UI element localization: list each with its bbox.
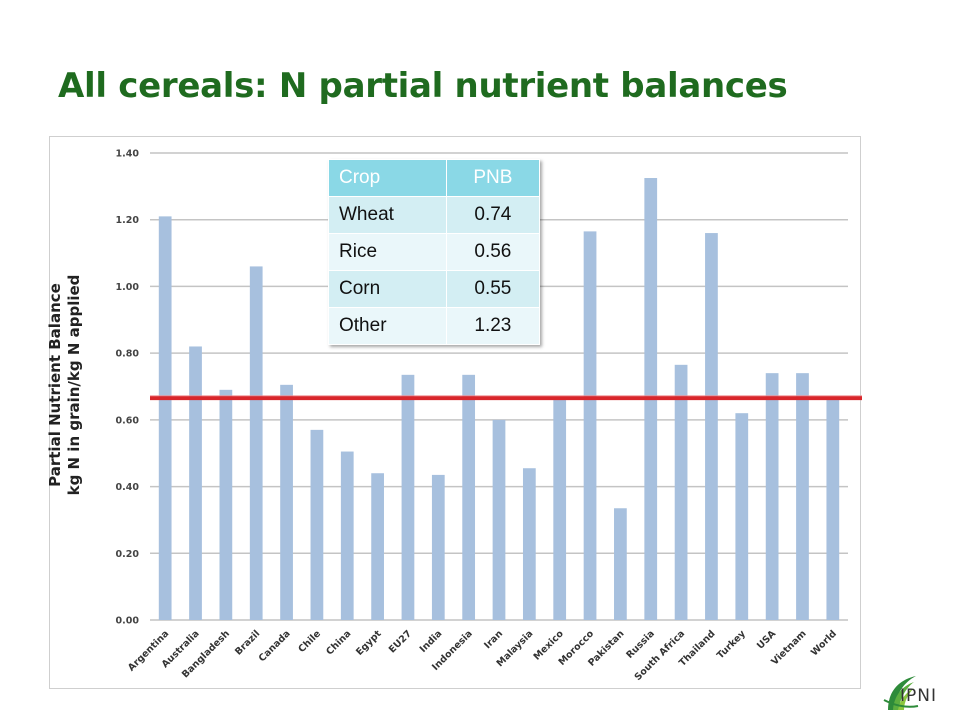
bar xyxy=(735,413,749,620)
y-tick-label: 0.00 xyxy=(116,616,140,627)
logo-text: IPNI xyxy=(900,686,937,706)
x-tick-label: USA xyxy=(755,628,779,652)
pnb-cell: 0.55 xyxy=(445,270,541,308)
header-crop: Crop xyxy=(328,159,447,197)
y-tick-label: 0.40 xyxy=(116,482,140,493)
crop-cell: Corn xyxy=(328,270,447,308)
y-tick-label: 0.20 xyxy=(116,549,140,560)
slide-title: All cereals: N partial nutrient balances xyxy=(58,66,788,106)
bar xyxy=(219,389,233,620)
bar xyxy=(796,373,809,620)
x-tick-label: Canada xyxy=(257,628,293,664)
pnb-cell: 0.74 xyxy=(445,196,541,234)
y-axis-label: Partial Nutrient Balance kg N in grain/k… xyxy=(46,225,84,545)
bars xyxy=(158,178,840,621)
table-row: Wheat 0.74 xyxy=(328,196,541,234)
x-tick-label: World xyxy=(809,628,839,658)
pnb-cell: 1.23 xyxy=(445,307,541,345)
x-tick-label: India xyxy=(418,628,445,655)
x-tick-label: Iran xyxy=(482,628,505,651)
y-tick-labels: 0.00 0.20 0.40 0.60 0.80 1.00 1.20 1.40 xyxy=(116,149,140,627)
bar xyxy=(553,398,567,620)
y-tick-label: 1.00 xyxy=(116,282,140,293)
bar xyxy=(614,508,627,620)
bar xyxy=(371,473,384,620)
bar xyxy=(826,396,840,620)
bar xyxy=(158,216,172,620)
table-row: Corn 0.55 xyxy=(328,270,541,308)
crop-cell: Wheat xyxy=(328,196,447,234)
y-axis-label-line1: Partial Nutrient Balance xyxy=(46,283,64,487)
x-tick-label: EU27 xyxy=(387,628,414,655)
crop-cell: Other xyxy=(328,307,447,345)
reference-line-group xyxy=(150,395,862,401)
bar xyxy=(765,373,779,620)
bar xyxy=(522,468,536,620)
bar xyxy=(583,231,597,620)
bar xyxy=(189,346,202,620)
bar xyxy=(705,233,718,621)
bar xyxy=(280,384,293,620)
ipni-leaf-logo-icon xyxy=(883,676,919,710)
x-tick-label: China xyxy=(324,628,353,657)
y-tick-label: 0.60 xyxy=(116,415,140,426)
bar xyxy=(431,474,445,620)
table-row: Other 1.23 xyxy=(328,307,541,345)
y-axis-label-line2: kg N in grain/kg N applied xyxy=(65,274,83,496)
header-pnb: PNB xyxy=(445,159,541,197)
pnb-cell: 0.56 xyxy=(445,233,541,271)
x-tick-label: Chile xyxy=(296,628,323,655)
y-tick-label: 1.40 xyxy=(116,149,140,160)
crop-cell: Rice xyxy=(328,233,447,271)
bar xyxy=(462,374,476,620)
bar xyxy=(492,419,506,620)
x-tick-label: Brazil xyxy=(233,628,262,657)
x-tick-label: Turkey xyxy=(715,628,749,662)
table-header-row: Crop PNB xyxy=(328,159,541,197)
bar xyxy=(401,374,415,620)
y-tick-label: 0.80 xyxy=(116,349,140,360)
bar xyxy=(674,364,688,620)
bar xyxy=(340,451,354,620)
bar xyxy=(310,429,324,620)
y-tick-label: 1.20 xyxy=(116,215,140,226)
bar xyxy=(249,266,263,620)
table-row: Rice 0.56 xyxy=(328,233,541,271)
x-tick-label: Egypt xyxy=(354,628,384,658)
crop-pnb-table: Crop PNB Wheat 0.74 Rice 0.56 Corn 0.55 … xyxy=(328,159,541,345)
